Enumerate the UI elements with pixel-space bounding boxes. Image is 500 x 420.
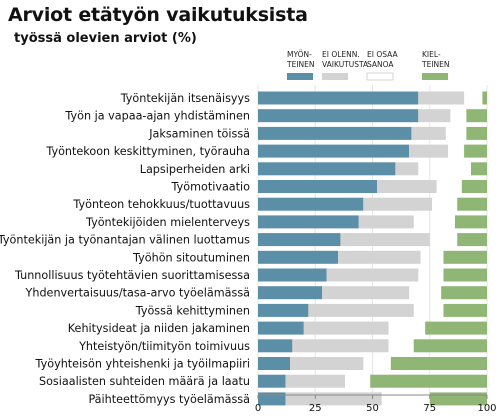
bar-segment — [454, 215, 487, 229]
bar-segment — [418, 91, 465, 105]
bar-segment — [338, 250, 421, 264]
bar-segment — [258, 215, 359, 229]
bar-segment — [377, 180, 437, 193]
category-label: Työssä kehittyminen — [135, 304, 250, 317]
legend-label: KIEL- — [422, 50, 441, 59]
legend-swatch — [366, 72, 394, 81]
category-label: Työnteon tehokkuus/tuottavuus — [72, 198, 250, 211]
bar-segment — [258, 126, 412, 140]
category-label: Kehitysideat ja niiden jakaminen — [68, 322, 250, 335]
bar-segment — [285, 374, 346, 388]
bar-segment — [370, 374, 487, 388]
bar-segment — [457, 233, 487, 247]
bar-segment — [482, 91, 487, 105]
x-tick-label: 100 — [477, 403, 496, 414]
bar-segment — [395, 162, 419, 176]
bar-segment — [258, 144, 410, 158]
legend-label: VAIKUTUSTA — [322, 60, 369, 69]
bar-segment — [258, 250, 339, 264]
category-label: Lapsiperheiden arki — [140, 163, 250, 176]
legend-label: TEINEN — [421, 60, 450, 69]
bar-segment — [470, 162, 487, 176]
category-label: Työmotivaatio — [171, 181, 251, 194]
category-label: Päihteettömyys työelämässä — [88, 393, 250, 406]
bar-segment — [461, 180, 487, 193]
category-label: Työntekoon keskittyminen, työrauha — [45, 145, 250, 158]
category-label: Yhdenvertaisuus/tasa-arvo työelämässä — [25, 287, 250, 300]
legend-label: TEINEN — [286, 60, 315, 69]
bar-segment — [441, 286, 487, 300]
bar-segment — [457, 197, 487, 211]
category-label: Työntekijän itsenäisyys — [120, 92, 250, 105]
x-tick-label: 75 — [423, 403, 436, 414]
bar-segment — [411, 126, 446, 140]
bar-segment — [258, 162, 396, 176]
bar-segment — [303, 321, 389, 335]
category-label: Työntekijöiden mielenterveys — [85, 216, 250, 229]
bar-segment — [464, 144, 487, 158]
legend-label: EI OLENN. — [322, 50, 360, 59]
bar-segment — [443, 303, 487, 317]
bar-segment — [443, 268, 487, 282]
bar-segment — [413, 339, 487, 353]
x-tick-label: 25 — [309, 403, 322, 414]
bar-segment — [308, 303, 414, 317]
bar-segment — [258, 392, 286, 406]
category-label: Työntekijän ja työnantajan välinen luott… — [0, 234, 250, 247]
bar-segment — [466, 109, 487, 123]
category-label: Sosiaalisten suhteiden määrä ja laatu — [39, 375, 250, 388]
bar-segment — [340, 233, 430, 247]
bar-segment — [390, 357, 487, 370]
bar-segment — [258, 321, 304, 335]
bar-segment — [258, 303, 309, 317]
category-label: Työyhteisön yhteishenki ja työilmapiiri — [35, 358, 250, 371]
bar-segment — [292, 339, 389, 353]
chart-subtitle: työssä olevien arviot (%) — [14, 31, 197, 46]
legend-swatch — [287, 73, 313, 80]
bar-segment — [258, 374, 286, 388]
category-label: Yhteistyön/tiimityön toimivuus — [78, 340, 250, 353]
bar-segment — [326, 268, 419, 282]
bar-segment — [258, 233, 341, 247]
bar-segment — [258, 286, 323, 300]
category-label: Tunnollisuus työtehtävien suorittamisess… — [14, 269, 250, 282]
legend-swatch — [322, 73, 348, 80]
bar-segment — [418, 109, 451, 123]
bar-segment — [429, 392, 487, 406]
bar-segment — [363, 197, 433, 211]
category-label: Jaksaminen töissä — [148, 127, 250, 140]
bar-segment — [258, 268, 327, 282]
legend-label: SANOA — [367, 60, 394, 69]
bar-segment — [258, 339, 293, 353]
bar-segment — [258, 180, 378, 193]
legend-label: MYÖN- — [287, 50, 312, 59]
bar-segment — [290, 357, 364, 370]
legend-swatch — [422, 73, 448, 80]
chart-title: Arviot etätyön vaikutuksista — [8, 4, 308, 26]
legend-label: EI OSAA — [367, 50, 398, 59]
category-label: Työhön sitoutuminen — [132, 251, 250, 264]
bar-segment — [258, 357, 291, 370]
category-label: Työn ja vapaa-ajan yhdistäminen — [64, 110, 250, 123]
bar-segment — [322, 286, 410, 300]
bar-segment — [358, 215, 414, 229]
bar-segment — [466, 126, 487, 140]
x-tick-label: 0 — [255, 403, 261, 414]
bar-segment — [258, 109, 419, 123]
bar-segment — [285, 392, 382, 406]
x-tick-label: 50 — [366, 403, 379, 414]
bar-segment — [425, 321, 487, 335]
bar-segment — [443, 250, 487, 264]
bar-segment — [258, 91, 419, 105]
bar-segment — [258, 197, 364, 211]
bar-segment — [409, 144, 449, 158]
